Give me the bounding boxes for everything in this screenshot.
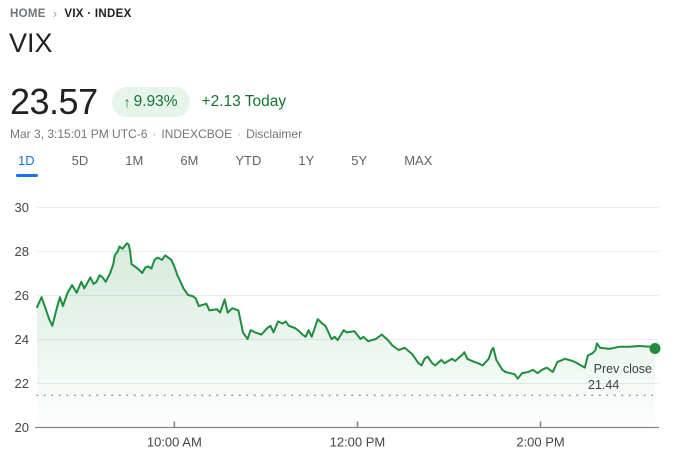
percent-change-value: 9.93% xyxy=(133,93,178,110)
arrow-up-icon: ↑ xyxy=(123,94,131,110)
quote-timestamp: Mar 3, 3:15:01 PM UTC-6 xyxy=(10,127,148,141)
tab-1y[interactable]: 1Y xyxy=(298,153,315,168)
y-axis-label-22: 22 xyxy=(15,376,29,391)
y-axis-label-28: 28 xyxy=(15,244,29,259)
tab-1m[interactable]: 1M xyxy=(125,153,144,168)
y-axis-label-26: 26 xyxy=(15,288,29,303)
prev-close-value: 21.44 xyxy=(588,378,619,392)
quote-meta: Mar 3, 3:15:01 PM UTC-6 · INDEXCBOE · Di… xyxy=(10,127,302,141)
price-value: 23.57 xyxy=(10,81,98,122)
percent-change-badge: ↑ 9.93% xyxy=(111,87,190,117)
y-axis-label-30: 30 xyxy=(15,200,29,215)
y-axis-label-24: 24 xyxy=(15,332,29,347)
chart-canvas[interactable]: 30 28 26 24 22 20 10:00 AM 12:00 PM 2:00 PM Prev … xyxy=(0,190,682,468)
price-line xyxy=(36,242,656,380)
disclaimer-link[interactable]: Disclaimer xyxy=(246,127,303,141)
tab-5y[interactable]: 5Y xyxy=(351,153,368,168)
breadcrumb-home-link[interactable]: HOME xyxy=(10,8,46,20)
breadcrumb-current: VIX · INDEX xyxy=(64,8,132,20)
latest-price-dot xyxy=(649,342,661,354)
dot-separator: · xyxy=(237,127,242,141)
x-axis-label: 2:00 PM xyxy=(516,435,564,450)
price-chart[interactable]: 30 28 26 24 22 20 10:00 AM 12:00 PM 2:00 PM Prev … xyxy=(0,190,682,468)
dot-separator: · xyxy=(152,127,157,141)
x-axis-label: 10:00 AM xyxy=(147,435,202,450)
tab-max[interactable]: MAX xyxy=(404,153,433,168)
breadcrumb: HOME › VIX · INDEX xyxy=(10,6,132,21)
page-title: VIX xyxy=(9,28,53,58)
area-fill xyxy=(37,243,655,427)
quote-row: 23.57 ↑ 9.93% +2.13 Today xyxy=(10,84,286,120)
tab-6m[interactable]: 6M xyxy=(180,153,199,168)
prev-close-label: Prev close xyxy=(594,362,652,376)
time-range-tabs: 1D 5D 1M 6M YTD 1Y 5Y MAX xyxy=(16,153,433,177)
chevron-right-icon: › xyxy=(52,6,58,21)
tab-ytd[interactable]: YTD xyxy=(235,153,262,168)
x-axis-label: 12:00 PM xyxy=(330,435,386,450)
tab-1d[interactable]: 1D xyxy=(16,153,38,177)
y-axis-label-20: 20 xyxy=(15,420,29,435)
exchange-label: INDEXCBOE xyxy=(161,127,233,141)
tab-5d[interactable]: 5D xyxy=(71,153,89,168)
absolute-change-value: +2.13 Today xyxy=(201,93,287,110)
